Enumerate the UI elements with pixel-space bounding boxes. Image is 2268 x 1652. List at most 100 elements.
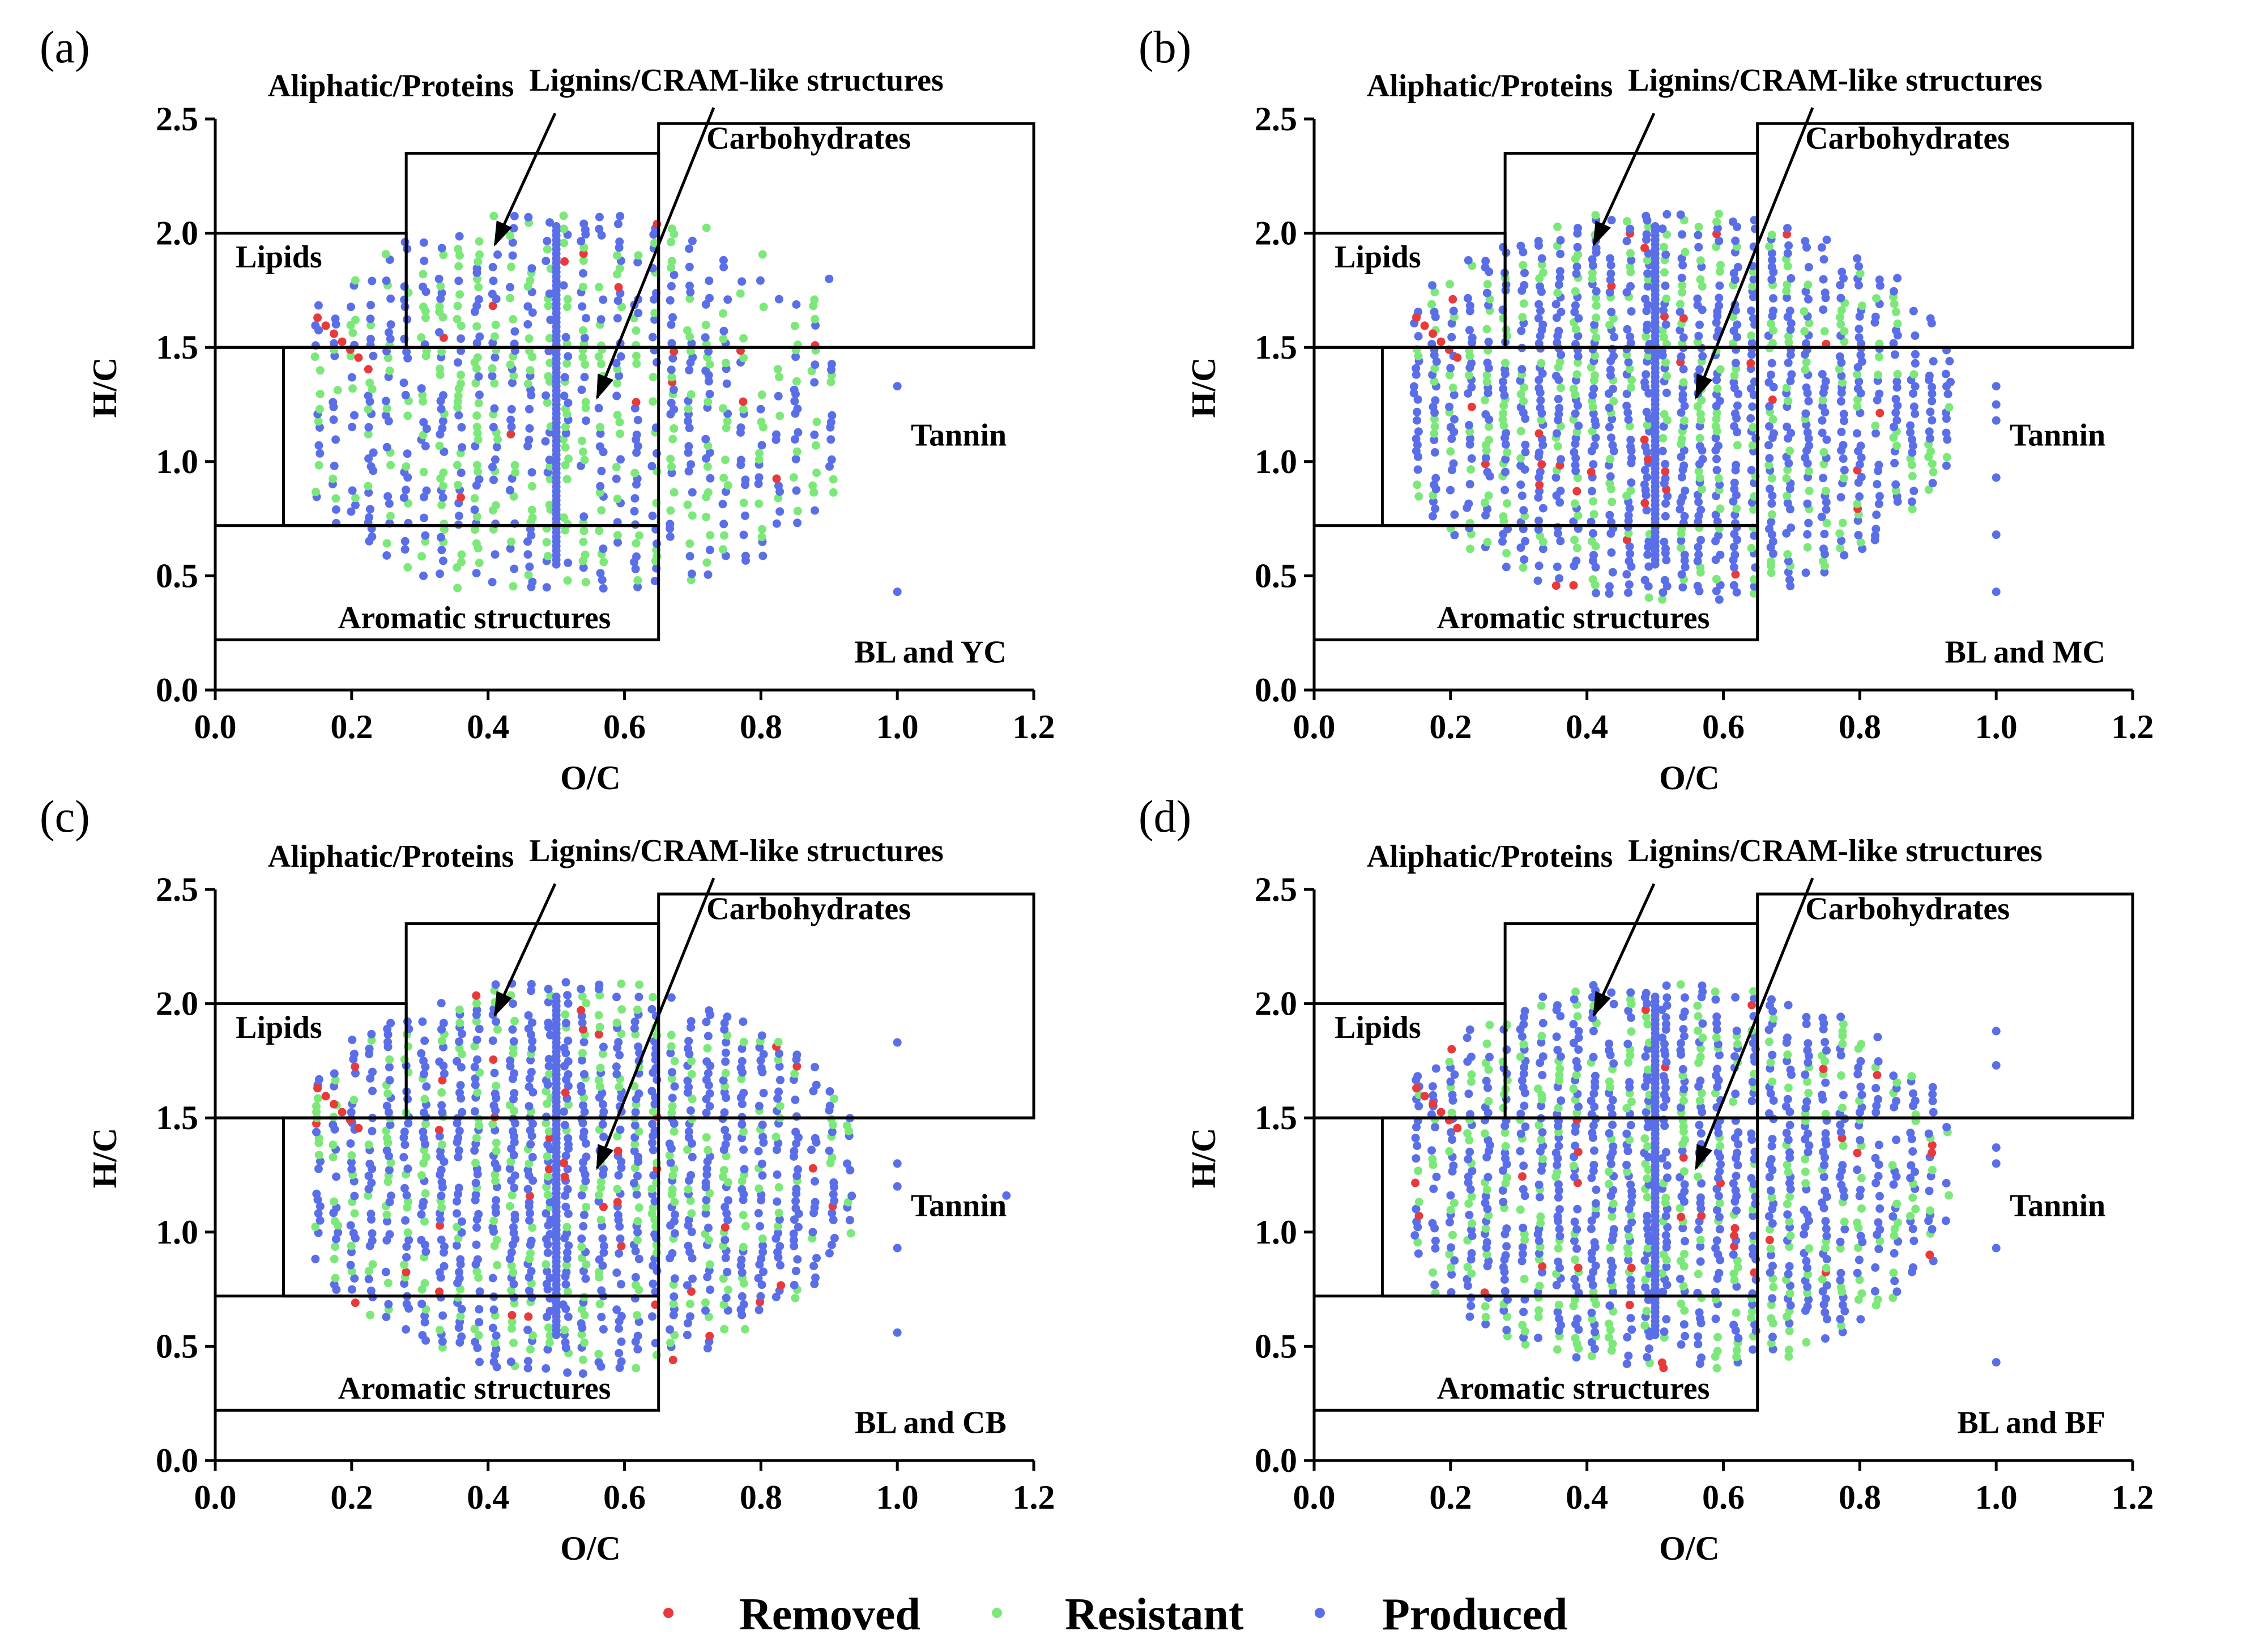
data-point bbox=[562, 1254, 572, 1263]
data-point bbox=[1676, 1039, 1685, 1048]
data-point bbox=[1535, 1193, 1544, 1202]
data-point bbox=[1679, 365, 1688, 374]
data-point bbox=[1553, 1045, 1562, 1054]
data-point bbox=[1855, 1275, 1864, 1284]
data-point bbox=[525, 436, 534, 444]
data-point bbox=[369, 448, 378, 457]
data-point bbox=[1501, 455, 1510, 464]
data-point bbox=[1783, 224, 1792, 233]
data-point bbox=[1643, 1065, 1652, 1074]
data-point bbox=[649, 1261, 658, 1270]
data-point bbox=[1537, 1032, 1546, 1041]
data-point bbox=[1747, 544, 1756, 552]
data-point bbox=[1644, 455, 1652, 463]
data-point bbox=[577, 1006, 586, 1015]
data-point bbox=[438, 1343, 447, 1352]
data-point bbox=[419, 282, 427, 291]
data-point bbox=[386, 1019, 395, 1028]
data-point bbox=[615, 1083, 624, 1092]
data-point bbox=[1858, 544, 1867, 553]
data-point bbox=[615, 1349, 624, 1357]
data-point bbox=[1534, 1306, 1544, 1315]
data-point bbox=[703, 1344, 712, 1353]
data-point bbox=[402, 1268, 411, 1277]
data-point bbox=[1800, 327, 1809, 336]
y-tick-label: 2.0 bbox=[156, 985, 198, 1023]
data-point bbox=[754, 1147, 763, 1156]
data-point bbox=[1538, 1071, 1547, 1080]
data-point bbox=[1571, 1255, 1580, 1264]
data-point bbox=[1804, 1058, 1813, 1067]
data-point bbox=[1801, 1223, 1810, 1232]
data-point bbox=[1805, 1244, 1814, 1253]
data-point bbox=[1801, 1179, 1810, 1188]
x-tick-label: 0.8 bbox=[740, 708, 782, 746]
data-point bbox=[314, 1151, 323, 1160]
data-point bbox=[1534, 376, 1544, 385]
data-point bbox=[754, 1209, 763, 1217]
data-point bbox=[564, 352, 573, 361]
data-point bbox=[1587, 1308, 1596, 1317]
data-point bbox=[1450, 415, 1459, 424]
data-point bbox=[790, 1069, 799, 1078]
data-point bbox=[1625, 1232, 1633, 1241]
data-point bbox=[1767, 517, 1776, 526]
data-point bbox=[1801, 365, 1810, 374]
data-point bbox=[381, 250, 390, 259]
data-point bbox=[579, 1037, 589, 1046]
data-point bbox=[435, 441, 444, 450]
data-point bbox=[470, 505, 479, 514]
data-point bbox=[1929, 1108, 1938, 1117]
data-point bbox=[1592, 1185, 1601, 1194]
data-point bbox=[1768, 1294, 1777, 1303]
data-point bbox=[1787, 523, 1796, 532]
data-point bbox=[490, 379, 499, 388]
data-point bbox=[1569, 517, 1578, 526]
data-point bbox=[579, 512, 589, 521]
arrow-lignins bbox=[1695, 107, 1814, 400]
data-point bbox=[1538, 1052, 1547, 1061]
data-point bbox=[457, 550, 466, 559]
data-point bbox=[1643, 282, 1652, 291]
data-point bbox=[507, 422, 516, 431]
data-point bbox=[668, 1185, 677, 1194]
data-point bbox=[790, 321, 799, 330]
data-point bbox=[1518, 1321, 1527, 1330]
legend-marker-produced bbox=[1315, 1608, 1325, 1618]
data-point bbox=[434, 1126, 444, 1135]
data-point bbox=[1838, 1027, 1847, 1036]
data-point bbox=[1589, 497, 1598, 506]
data-point bbox=[1591, 1261, 1600, 1270]
data-point bbox=[704, 1223, 713, 1232]
data-point bbox=[794, 1165, 803, 1174]
data-point bbox=[1715, 267, 1724, 276]
data-point bbox=[1715, 210, 1723, 219]
data-point bbox=[1606, 1103, 1615, 1112]
data-point bbox=[1516, 241, 1525, 250]
data-point bbox=[1783, 293, 1791, 302]
data-point bbox=[527, 1267, 536, 1276]
data-point bbox=[754, 1101, 764, 1110]
data-point bbox=[1606, 454, 1615, 463]
data-point bbox=[1520, 1007, 1529, 1016]
data-point bbox=[736, 455, 745, 465]
data-point bbox=[579, 1070, 589, 1079]
data-point bbox=[737, 277, 747, 286]
data-point bbox=[1805, 441, 1814, 450]
data-point bbox=[1875, 1225, 1885, 1234]
data-point bbox=[685, 244, 694, 253]
data-point bbox=[1485, 436, 1493, 445]
data-point bbox=[704, 1146, 713, 1155]
data-point bbox=[1821, 1308, 1830, 1317]
data-point bbox=[1908, 1193, 1917, 1202]
data-point bbox=[807, 1146, 816, 1155]
data-point bbox=[1678, 230, 1686, 239]
data-point bbox=[1572, 1225, 1581, 1234]
data-point bbox=[828, 1208, 837, 1217]
data-point bbox=[594, 1197, 603, 1206]
data-point bbox=[1836, 1276, 1845, 1285]
data-point bbox=[1873, 1033, 1882, 1042]
data-point bbox=[1767, 1142, 1776, 1151]
data-point bbox=[420, 492, 428, 501]
data-point bbox=[1644, 1344, 1653, 1353]
